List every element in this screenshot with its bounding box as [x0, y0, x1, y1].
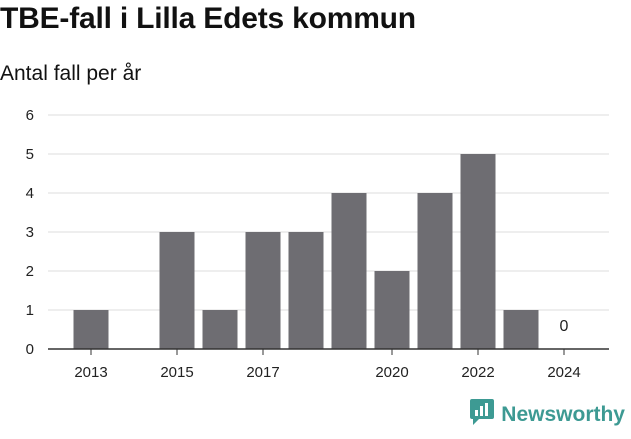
- bar-2019: [331, 193, 367, 349]
- x-tick-label: 2020: [375, 364, 408, 381]
- gridlines: [48, 114, 609, 311]
- y-tick-label: 4: [26, 185, 34, 202]
- x-tick-label: 2013: [74, 364, 107, 381]
- chart-subtitle: Antal fall per år: [0, 62, 142, 85]
- brand-name: Newsworthy: [501, 402, 625, 426]
- bar-2018: [288, 232, 324, 349]
- annotations: 0: [560, 318, 569, 335]
- y-tick-label: 1: [26, 302, 34, 319]
- bar-2020: [374, 271, 410, 349]
- data-label: 0: [560, 318, 569, 335]
- y-tick-label: 2: [26, 263, 34, 280]
- x-tick-label: 2017: [246, 364, 279, 381]
- bar-2016: [202, 310, 238, 349]
- x-tick-label: 2024: [547, 364, 580, 381]
- x-axis-ticks: 2013 2015 2017 2020 2022 2024: [74, 349, 581, 381]
- bar-2013: [73, 310, 109, 349]
- chart-logo-icon: [469, 398, 495, 431]
- y-tick-label: 0: [26, 341, 34, 358]
- x-tick-label: 2022: [461, 364, 494, 381]
- x-tick-label: 2015: [160, 364, 193, 381]
- newsworthy-logo: Newsworthy: [469, 398, 625, 431]
- y-axis-ticks: 0 1 2 3 4 5 6: [26, 107, 34, 358]
- bar-2015: [159, 232, 195, 349]
- bar-2017: [245, 232, 281, 349]
- bars: [73, 154, 539, 349]
- bar-2022: [460, 154, 496, 349]
- bar-2021: [417, 193, 453, 349]
- y-tick-label: 5: [26, 146, 34, 163]
- bar-2023: [503, 310, 539, 349]
- y-tick-label: 3: [26, 224, 34, 241]
- y-tick-label: 6: [26, 107, 34, 124]
- chart-title: TBE-fall i Lilla Edets kommun: [0, 2, 416, 35]
